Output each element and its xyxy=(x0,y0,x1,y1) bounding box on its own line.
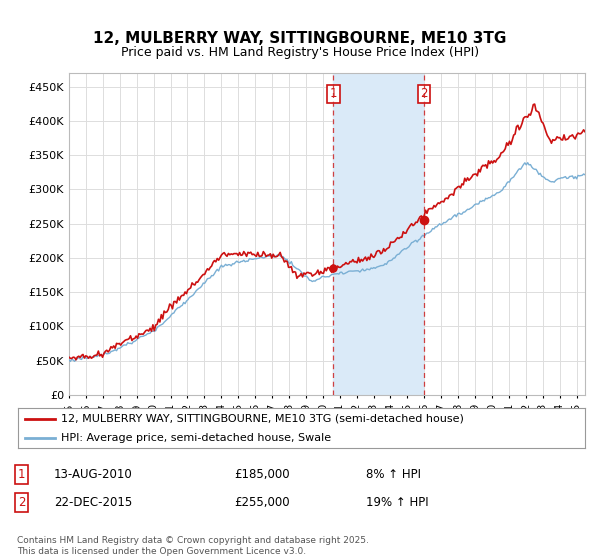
Text: Price paid vs. HM Land Registry's House Price Index (HPI): Price paid vs. HM Land Registry's House … xyxy=(121,46,479,59)
Text: 12, MULBERRY WAY, SITTINGBOURNE, ME10 3TG: 12, MULBERRY WAY, SITTINGBOURNE, ME10 3T… xyxy=(94,31,506,46)
Text: £255,000: £255,000 xyxy=(234,496,290,510)
Text: 2: 2 xyxy=(420,87,428,100)
Text: 2: 2 xyxy=(18,496,25,510)
Text: 22-DEC-2015: 22-DEC-2015 xyxy=(54,496,132,510)
Text: HPI: Average price, semi-detached house, Swale: HPI: Average price, semi-detached house,… xyxy=(61,433,331,443)
Text: 12, MULBERRY WAY, SITTINGBOURNE, ME10 3TG (semi-detached house): 12, MULBERRY WAY, SITTINGBOURNE, ME10 3T… xyxy=(61,414,463,423)
Text: Contains HM Land Registry data © Crown copyright and database right 2025.
This d: Contains HM Land Registry data © Crown c… xyxy=(17,536,368,556)
Text: £185,000: £185,000 xyxy=(234,468,290,482)
Text: 1: 1 xyxy=(18,468,25,482)
Text: 19% ↑ HPI: 19% ↑ HPI xyxy=(366,496,428,510)
Text: 1: 1 xyxy=(329,87,337,100)
Text: 8% ↑ HPI: 8% ↑ HPI xyxy=(366,468,421,482)
Text: 13-AUG-2010: 13-AUG-2010 xyxy=(54,468,133,482)
